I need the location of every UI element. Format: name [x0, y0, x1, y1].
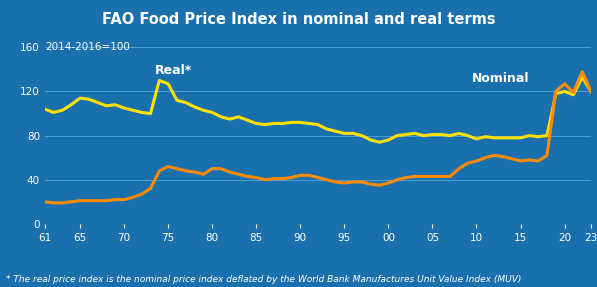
Text: 2014-2016=100: 2014-2016=100: [45, 42, 130, 52]
Text: Nominal: Nominal: [472, 71, 530, 85]
Text: FAO Food Price Index in nominal and real terms: FAO Food Price Index in nominal and real…: [101, 12, 496, 27]
Text: * The real price index is the nominal price index deflated by the World Bank Man: * The real price index is the nominal pr…: [6, 275, 521, 284]
Text: Real*: Real*: [155, 64, 192, 77]
